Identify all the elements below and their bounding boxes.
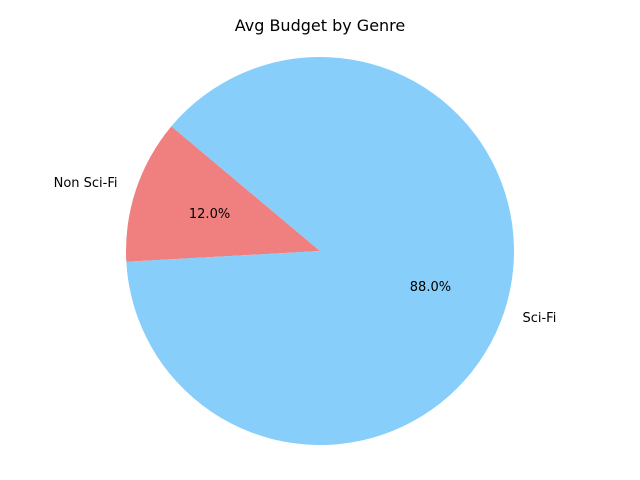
slice-label: Sci-Fi (522, 311, 556, 326)
chart-title: Avg Budget by Genre (235, 16, 406, 35)
pie-slice-non-sci-fi (126, 126, 320, 262)
pie-slices (126, 57, 514, 446)
slice-percent-label: 88.0% (410, 280, 451, 295)
pie-slice-sci-fi (126, 57, 514, 446)
pie-labels: Non Sci-Fi 12.0% Sci-Fi 88.0% (54, 176, 557, 326)
slice-label: Non Sci-Fi (54, 176, 118, 191)
slice-percent-label: 12.0% (189, 207, 230, 222)
